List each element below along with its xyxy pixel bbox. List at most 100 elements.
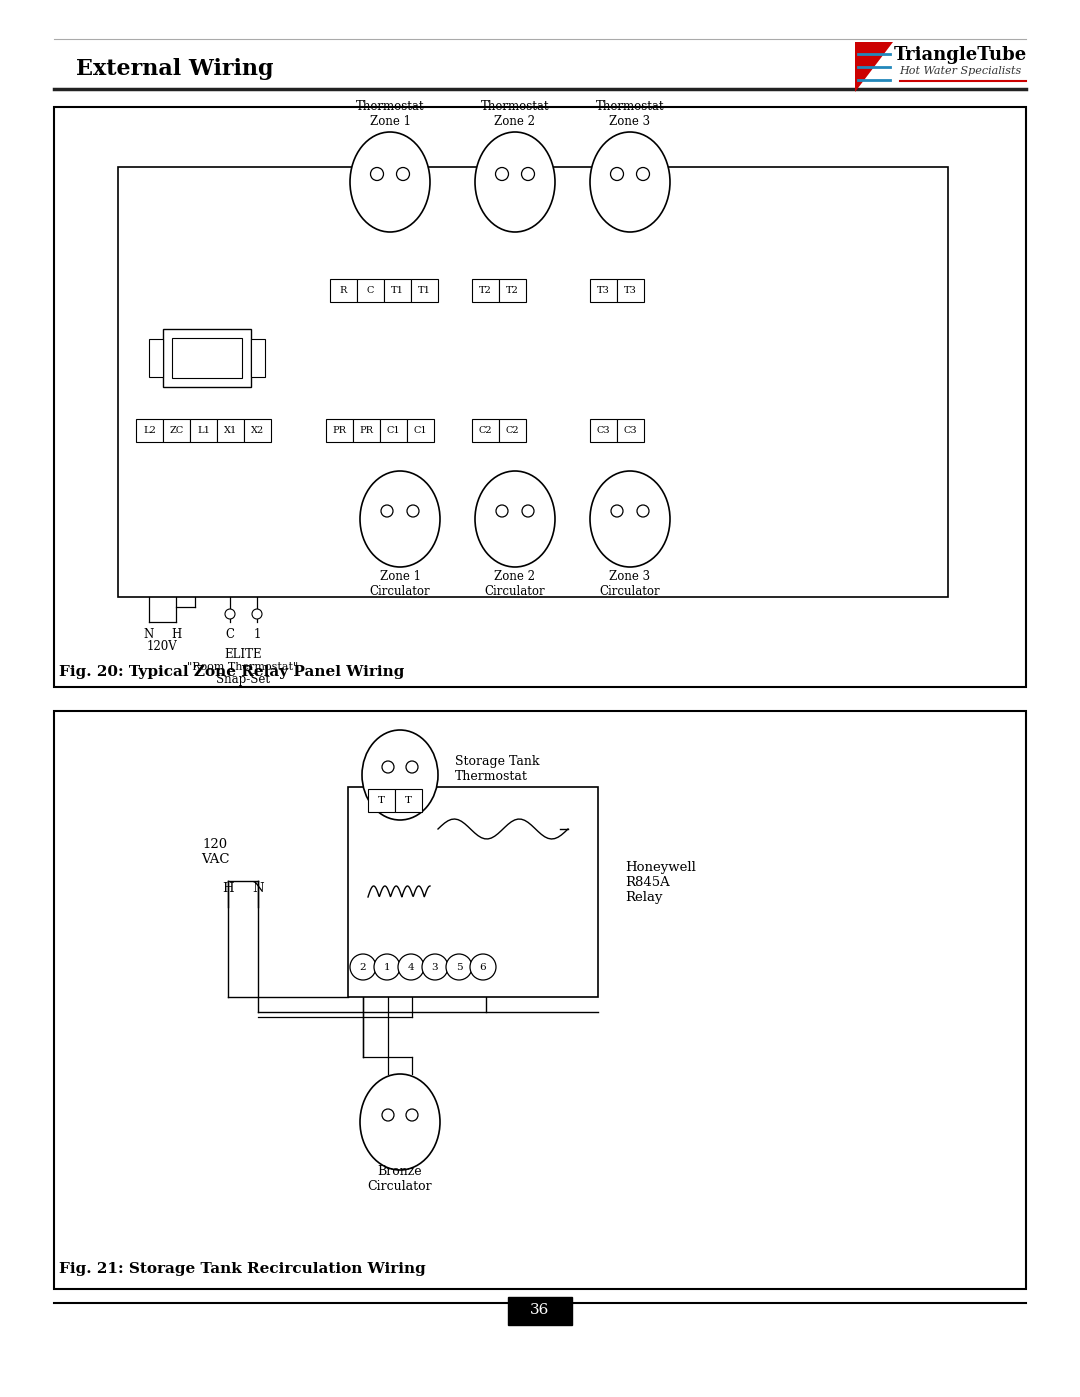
Polygon shape — [855, 42, 893, 92]
Circle shape — [422, 954, 448, 981]
Bar — [411, 279, 438, 302]
Circle shape — [522, 168, 535, 180]
Circle shape — [406, 1109, 418, 1120]
Text: C2: C2 — [505, 426, 519, 434]
Ellipse shape — [590, 471, 670, 567]
Text: T2: T2 — [480, 286, 491, 295]
Bar — [163, 330, 251, 387]
Text: Snap-Set: Snap-Set — [216, 673, 270, 686]
Text: T: T — [378, 796, 384, 805]
Text: N: N — [253, 883, 264, 895]
Circle shape — [407, 504, 419, 517]
Text: T: T — [405, 796, 411, 805]
Bar — [368, 789, 395, 812]
Circle shape — [374, 954, 400, 981]
Text: External Wiring: External Wiring — [77, 59, 273, 80]
Bar — [149, 339, 163, 377]
Text: 120
VAC: 120 VAC — [201, 838, 229, 866]
Circle shape — [636, 168, 649, 180]
Bar — [384, 279, 411, 302]
Bar — [590, 419, 617, 441]
Bar — [380, 419, 407, 441]
Bar — [472, 419, 499, 441]
Circle shape — [610, 168, 623, 180]
Circle shape — [470, 954, 496, 981]
Text: L2: L2 — [143, 426, 156, 434]
Circle shape — [350, 954, 376, 981]
Ellipse shape — [360, 1074, 440, 1171]
Bar — [163, 419, 190, 441]
Text: T2: T2 — [507, 286, 518, 295]
Bar — [508, 1296, 572, 1324]
Text: Zone 3
Circulator: Zone 3 Circulator — [599, 570, 660, 598]
Text: T1: T1 — [391, 286, 404, 295]
Text: 6: 6 — [480, 963, 486, 971]
Circle shape — [382, 761, 394, 773]
Text: 4: 4 — [407, 963, 415, 971]
Text: C: C — [367, 286, 374, 295]
Circle shape — [225, 609, 235, 619]
Text: 3: 3 — [432, 963, 438, 971]
Circle shape — [406, 761, 418, 773]
Bar — [172, 338, 242, 379]
Bar — [395, 789, 422, 812]
Text: TriangleTube: TriangleTube — [893, 46, 1027, 64]
Ellipse shape — [475, 131, 555, 232]
Text: T3: T3 — [624, 286, 637, 295]
Text: 1: 1 — [383, 963, 390, 971]
Text: PR: PR — [333, 426, 347, 434]
Bar — [54, 108, 1026, 687]
Text: T1: T1 — [418, 286, 431, 295]
Text: Honeywell
R845A
Relay: Honeywell R845A Relay — [625, 861, 696, 904]
Text: X1: X1 — [224, 426, 238, 434]
Text: 5: 5 — [456, 963, 462, 971]
Text: Storage Tank
Thermostat: Storage Tank Thermostat — [455, 754, 540, 782]
Ellipse shape — [475, 471, 555, 567]
Text: Thermostat
Zone 1: Thermostat Zone 1 — [355, 101, 424, 129]
Bar — [357, 279, 384, 302]
Text: H: H — [171, 627, 181, 640]
Bar — [251, 339, 265, 377]
Text: Zone 1
Circulator: Zone 1 Circulator — [369, 570, 430, 598]
Bar — [136, 419, 163, 441]
Text: C3: C3 — [623, 426, 637, 434]
Text: C1: C1 — [414, 426, 428, 434]
Bar — [353, 419, 380, 441]
Circle shape — [446, 954, 472, 981]
Bar — [617, 279, 644, 302]
Bar — [54, 711, 1026, 1289]
Bar — [190, 419, 217, 441]
Circle shape — [382, 1109, 394, 1120]
Text: Thermostat
Zone 2: Thermostat Zone 2 — [481, 101, 550, 129]
Text: 120V: 120V — [147, 640, 177, 652]
Ellipse shape — [590, 131, 670, 232]
Bar — [407, 419, 434, 441]
Circle shape — [381, 504, 393, 517]
Circle shape — [611, 504, 623, 517]
Circle shape — [637, 504, 649, 517]
Text: C: C — [226, 627, 234, 640]
Circle shape — [496, 504, 508, 517]
Text: Bronze
Circulator: Bronze Circulator — [367, 1165, 432, 1193]
Text: C2: C2 — [478, 426, 492, 434]
Ellipse shape — [362, 731, 438, 820]
Ellipse shape — [360, 471, 440, 567]
Text: R: R — [340, 286, 347, 295]
Text: C1: C1 — [387, 426, 401, 434]
Ellipse shape — [350, 131, 430, 232]
Bar — [617, 419, 644, 441]
Text: Zone 2
Circulator: Zone 2 Circulator — [485, 570, 545, 598]
Text: PR: PR — [360, 426, 374, 434]
Text: N: N — [144, 627, 154, 640]
Text: Fig. 21: Storage Tank Recirculation Wiring: Fig. 21: Storage Tank Recirculation Wiri… — [59, 1261, 426, 1275]
Circle shape — [399, 954, 424, 981]
Circle shape — [370, 168, 383, 180]
Bar — [326, 419, 353, 441]
Circle shape — [496, 168, 509, 180]
Text: Fig. 20: Typical Zone Relay Panel Wiring: Fig. 20: Typical Zone Relay Panel Wiring — [59, 665, 404, 679]
Bar — [499, 279, 526, 302]
Circle shape — [522, 504, 534, 517]
Bar — [330, 279, 357, 302]
Bar — [590, 279, 617, 302]
Text: 1: 1 — [254, 627, 260, 640]
